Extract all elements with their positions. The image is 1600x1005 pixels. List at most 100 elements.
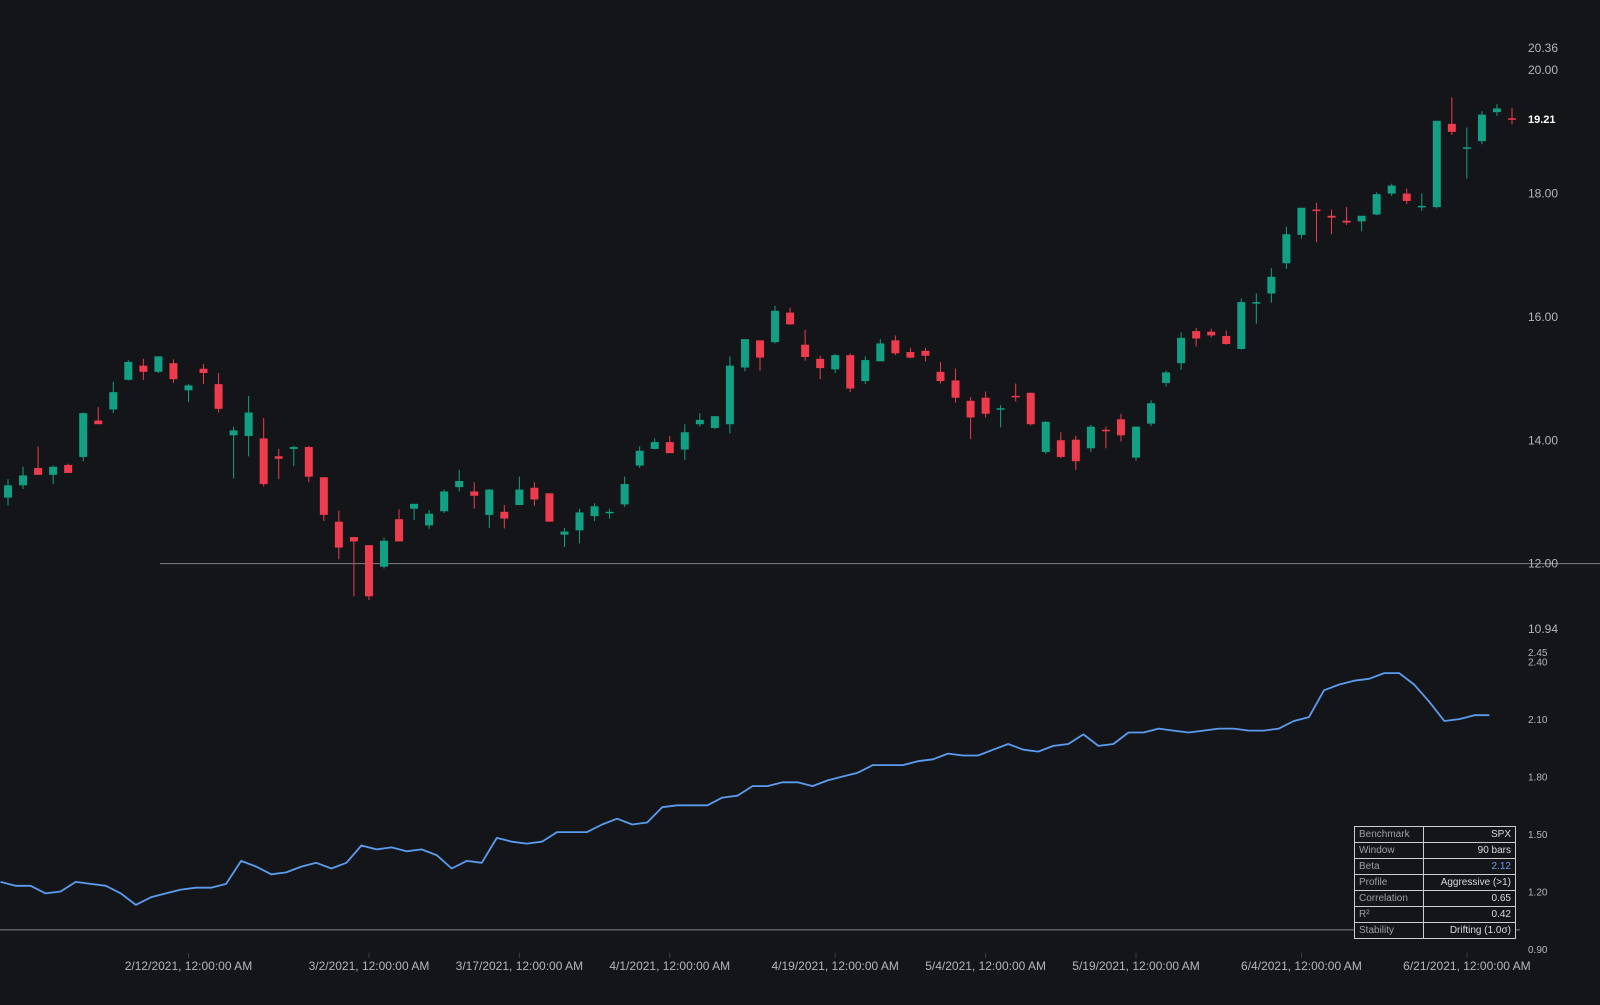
candle-body — [229, 430, 238, 436]
candle-body — [289, 447, 298, 449]
candle-body — [530, 487, 539, 500]
stats-row-r-squared: R² 0.42 — [1354, 906, 1516, 923]
price-axis-tick: 14.00 — [1528, 433, 1558, 447]
candle-body — [771, 310, 780, 343]
beta-axis-tick: 1.50 — [1528, 830, 1548, 841]
candle-body — [1207, 331, 1216, 336]
candle-body — [259, 438, 268, 485]
candle-body — [4, 485, 12, 498]
candle-body — [1432, 120, 1441, 208]
stats-row-correlation: Correlation 0.65 — [1354, 890, 1516, 907]
candle-body — [1297, 207, 1306, 235]
candle-body — [274, 456, 283, 459]
candle-body — [124, 361, 133, 380]
candle-body — [1177, 337, 1186, 364]
candle-body — [1462, 147, 1471, 149]
candle-body — [425, 513, 434, 526]
beta-axis-tick: 0.90 — [1528, 945, 1548, 956]
candle-body — [94, 420, 103, 425]
candle-body — [500, 511, 509, 519]
candle-body — [891, 340, 900, 354]
time-axis-tick: 5/4/2021, 12:00:00 AM — [925, 959, 1046, 973]
price-axis-tick: 10.94 — [1528, 622, 1558, 636]
candle-body — [725, 365, 734, 425]
candle-body — [154, 356, 163, 372]
time-axis-tick: 2/12/2021, 12:00:00 AM — [125, 959, 252, 973]
time-axis-tick: 5/19/2021, 12:00:00 AM — [1072, 959, 1199, 973]
stats-row-window: Window 90 bars — [1354, 842, 1516, 859]
candle-body — [184, 385, 193, 391]
candle-body — [906, 352, 915, 358]
time-axis: 2/12/2021, 12:00:00 AM 3/2/2021, 12:00:00… — [125, 953, 1531, 973]
stats-key: Stability — [1354, 922, 1424, 939]
price-axis-tick: 18.00 — [1528, 187, 1558, 201]
beta-axis-tick: 1.20 — [1528, 888, 1548, 899]
candle-body — [1387, 185, 1396, 194]
candle-body — [1492, 108, 1501, 113]
candle-body — [34, 468, 43, 475]
candle-body — [395, 519, 404, 542]
stats-value: 0.65 — [1423, 890, 1516, 907]
candle-body — [1011, 395, 1020, 398]
candle-body — [861, 360, 870, 382]
candle-body — [139, 365, 148, 372]
candle-body — [1252, 302, 1261, 304]
candle-body — [560, 531, 569, 535]
beta-stats-table: Benchmark SPX Window 90 bars Beta 2.12 Prof… — [1354, 826, 1516, 939]
candle-body — [1447, 123, 1456, 132]
stats-row-profile: Profile Aggressive (>1) — [1354, 874, 1516, 891]
candle-body — [1267, 276, 1276, 294]
candle-body — [605, 511, 614, 514]
price-axis-tick: 12.00 — [1528, 557, 1558, 571]
stats-key: Correlation — [1354, 890, 1424, 907]
candle-body — [49, 466, 58, 475]
candle-body — [1357, 215, 1366, 222]
candle-body — [801, 344, 810, 358]
candle-body — [545, 493, 554, 522]
candle-body — [1417, 205, 1426, 208]
time-axis-tick: 6/21/2021, 12:00:00 AM — [1403, 959, 1530, 973]
candle-body — [921, 350, 930, 356]
candle-body — [1041, 421, 1050, 452]
candle-body — [380, 540, 388, 567]
candle-body — [485, 489, 494, 515]
candle-body — [650, 442, 659, 449]
candle-body — [1402, 193, 1411, 201]
candle-body — [635, 450, 644, 466]
candle-body — [1327, 215, 1336, 218]
stats-value: 0.42 — [1423, 906, 1516, 923]
beta-axis-tick: 1.80 — [1528, 773, 1548, 784]
stats-key: Benchmark — [1354, 826, 1424, 843]
beta-axis-tick: 2.10 — [1528, 715, 1548, 726]
beta-pane: 2.452.40 2.10 1.80 1.50 1.20 0.90 — [0, 648, 1548, 956]
candle-body — [1342, 220, 1351, 223]
time-axis-tick: 3/17/2021, 12:00:00 AM — [456, 959, 583, 973]
candle-body — [1086, 426, 1095, 449]
candle-body — [590, 506, 599, 517]
time-axis-tick: 6/4/2021, 12:00:00 AM — [1241, 959, 1362, 973]
candle-body — [966, 400, 975, 418]
candle-body — [876, 343, 885, 362]
candle-body — [440, 491, 449, 512]
candle-body — [981, 397, 990, 414]
candle-body — [951, 380, 960, 398]
stats-row-stability: Stability Drifting (1.0σ) — [1354, 922, 1516, 939]
candle-body — [740, 339, 749, 368]
candle-body — [349, 537, 358, 542]
candle-body — [214, 384, 223, 409]
candle-body — [79, 413, 88, 457]
candle-body — [319, 477, 328, 515]
candle-body — [575, 512, 584, 531]
candle-body — [1282, 234, 1291, 264]
candle-body — [1477, 114, 1486, 142]
candle-body — [1056, 440, 1065, 457]
candle-body — [64, 464, 73, 473]
candle-body — [364, 545, 373, 597]
time-axis-tick: 4/1/2021, 12:00:00 AM — [609, 959, 730, 973]
stats-row-beta: Beta 2.12 — [1354, 858, 1516, 875]
beta-axis-tick: 2.45 — [1528, 648, 1548, 659]
stats-value: Drifting (1.0σ) — [1423, 922, 1516, 939]
price-axis-tick: 20.00 — [1528, 63, 1558, 77]
